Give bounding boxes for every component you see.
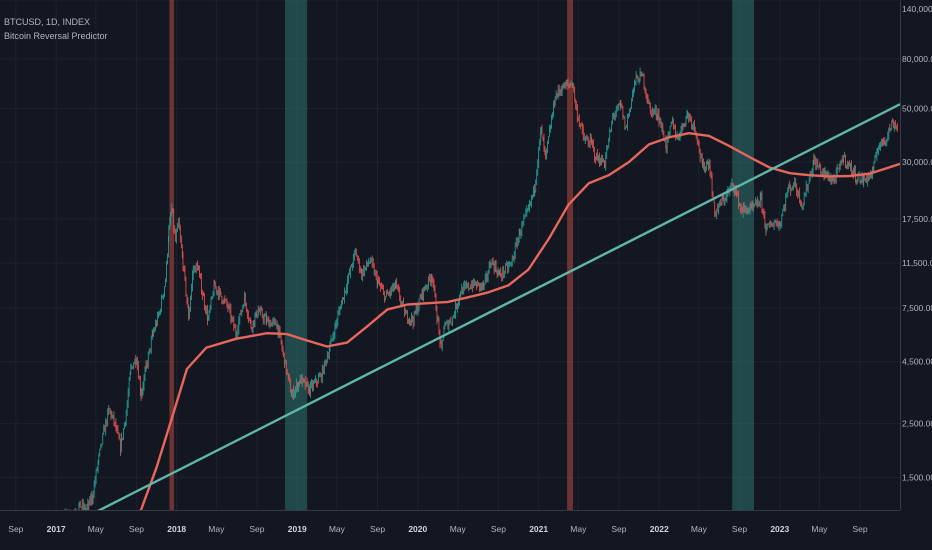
bottom-reversal-band	[732, 0, 755, 510]
y-axis-labels: 140,000.00 80,000.00 50,000.00 30,000.00 17,…	[902, 4, 932, 482]
x-axis-panel[interactable]	[0, 510, 932, 550]
y-tick-label: 80,000.00	[902, 54, 932, 64]
x-tick-label: Sep	[491, 524, 506, 534]
bottom-reversal-band	[285, 0, 308, 510]
x-tick-label: 2023	[770, 524, 789, 534]
x-tick-label: Sep	[8, 524, 23, 534]
trend-line	[18, 103, 901, 550]
symbol-title[interactable]: BTCUSD, 1D, INDEX	[4, 17, 91, 27]
grid-lines	[0, 0, 900, 510]
y-tick-label: 1,500.00	[902, 472, 932, 482]
trend-line-layer	[18, 103, 901, 550]
moving-average-line	[106, 132, 901, 532]
x-tick-label: Sep	[370, 524, 385, 534]
chart-legend: BTCUSD, 1D, INDEX Bitcoin Reversal Predi…	[4, 15, 108, 43]
moving-average-layer	[106, 132, 901, 532]
x-tick-label: May	[570, 524, 587, 534]
top-reversal-band	[169, 0, 175, 510]
x-tick-label: May	[811, 524, 828, 534]
top-reversal-band	[567, 0, 574, 510]
y-tick-label: 17,500.00	[902, 214, 932, 224]
x-tick-label: Sep	[732, 524, 747, 534]
y-tick-label: 50,000.00	[902, 103, 932, 113]
price-candles	[64, 67, 898, 510]
y-axis-panel[interactable]	[900, 0, 932, 550]
y-tick-label: 4,500.00	[902, 357, 932, 367]
y-tick-label: 30,000.00	[902, 157, 932, 167]
x-tick-label: 2020	[408, 524, 427, 534]
x-tick-label: 2017	[47, 524, 66, 534]
x-tick-label: Sep	[129, 524, 144, 534]
x-tick-label: Sep	[249, 524, 264, 534]
x-axis-labels: Sep 2017 May Sep 2018 May Sep 2019 May Sep 2020 May…	[8, 524, 868, 534]
x-tick-label: May	[208, 524, 225, 534]
x-tick-label: May	[691, 524, 708, 534]
x-tick-label: May	[88, 524, 105, 534]
y-tick-label: 140,000.00	[902, 4, 932, 14]
y-tick-label: 11,500.00	[902, 258, 932, 268]
x-tick-label: 2022	[650, 524, 669, 534]
x-tick-label: 2018	[167, 524, 186, 534]
x-tick-label: Sep	[611, 524, 626, 534]
x-tick-label: May	[329, 524, 346, 534]
x-tick-label: 2019	[288, 524, 307, 534]
y-tick-label: 2,500.00	[902, 419, 932, 429]
y-tick-label: 7,500.00	[902, 303, 932, 313]
x-tick-label: Sep	[852, 524, 867, 534]
x-tick-label: May	[450, 524, 467, 534]
indicator-title[interactable]: Bitcoin Reversal Predictor	[4, 31, 108, 41]
x-tick-label: 2021	[529, 524, 548, 534]
